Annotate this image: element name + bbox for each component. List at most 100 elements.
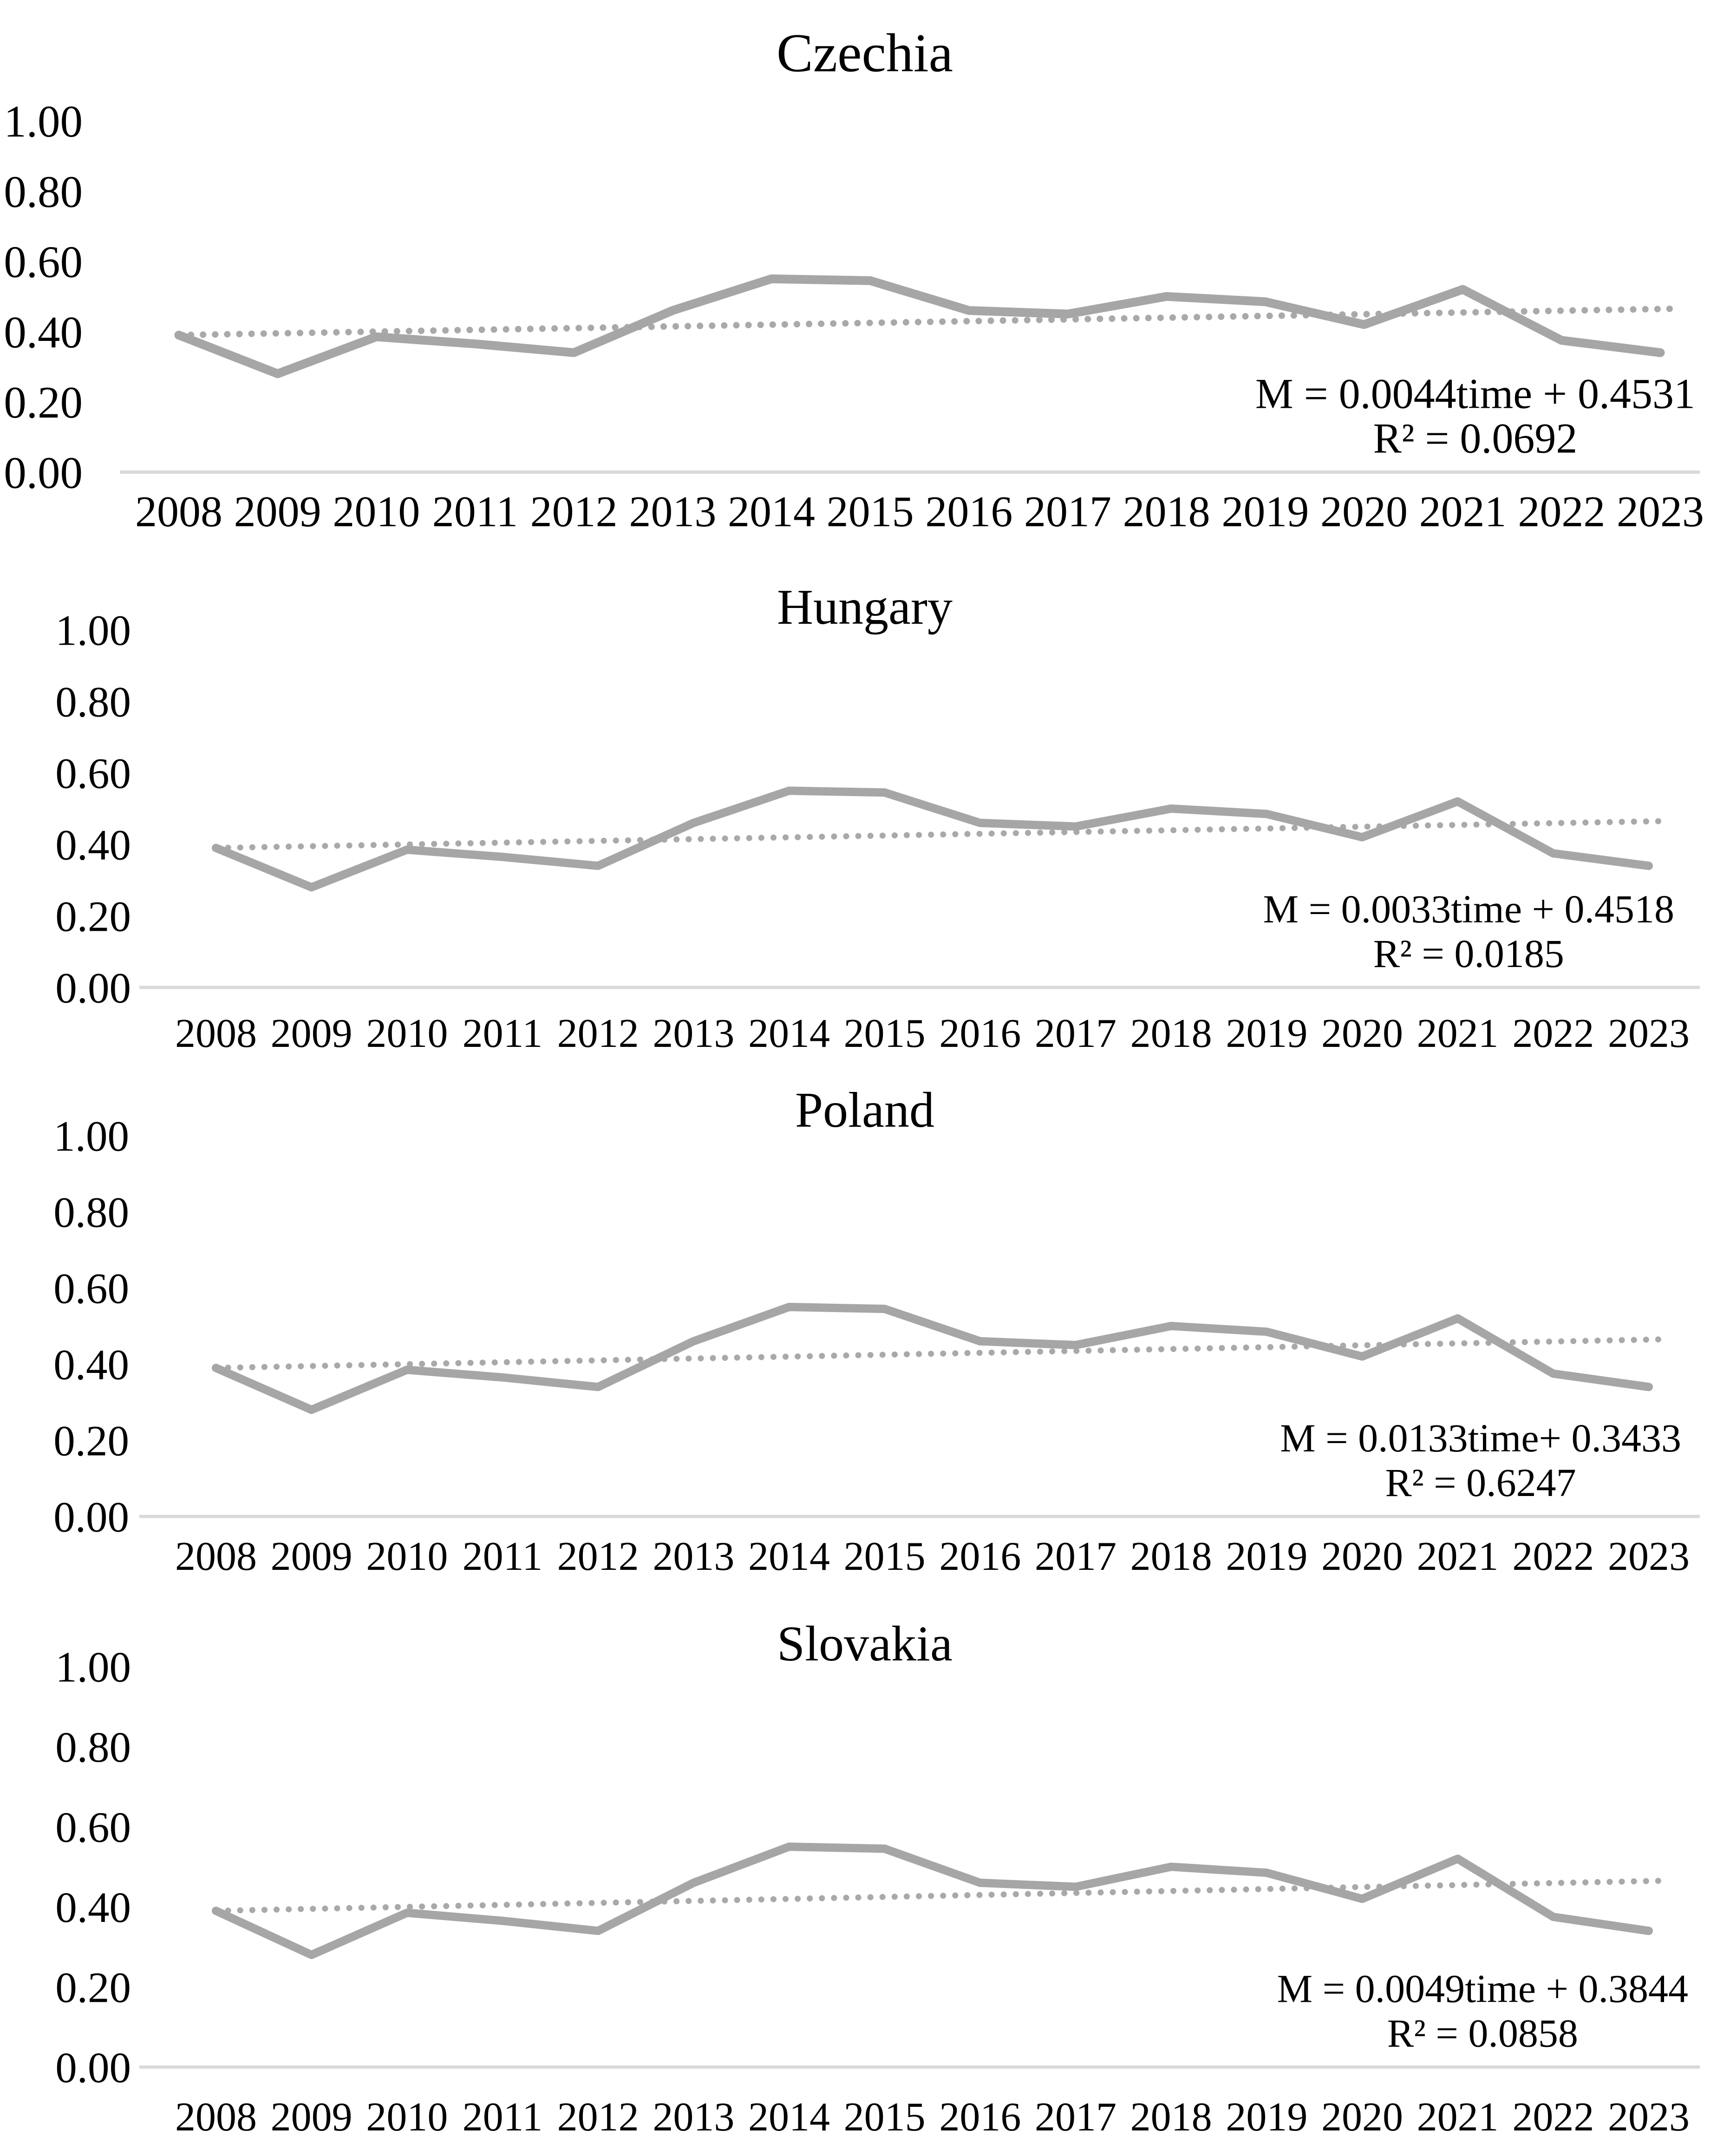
x-tick-label: 2012 (557, 1534, 639, 1579)
x-tick-label: 2017 (1035, 1011, 1116, 1056)
x-tick-label: 2011 (463, 1011, 543, 1056)
x-tick-label: 2011 (463, 1534, 543, 1579)
y-tick-label: 0.40 (53, 1341, 129, 1389)
trendline-dotted (213, 818, 1665, 851)
x-tick-label: 2008 (175, 1534, 257, 1579)
x-tick-label: 2012 (530, 488, 618, 536)
chart-title: Poland (795, 1083, 934, 1138)
x-axis-year-labels: 2008 2009 2010 2011 2012 2013 2014 2015 2016 2017… (135, 488, 1704, 536)
x-tick-label: 2009 (271, 1011, 353, 1056)
x-tick-label: 2011 (463, 2095, 543, 2140)
x-tick-label: 2008 (175, 1011, 257, 1056)
x-tick-label: 2009 (271, 1534, 353, 1579)
x-tick-label: 2014 (748, 2095, 830, 2140)
chart-title: Hungary (777, 580, 953, 635)
x-tick-label: 2022 (1518, 488, 1605, 536)
y-tick-label: 0.20 (53, 1418, 129, 1465)
x-tick-label: 2015 (827, 488, 914, 536)
m-series-line (174, 274, 1665, 379)
y-tick-label: 0.00 (4, 448, 83, 497)
x-tick-label: 2018 (1130, 1011, 1212, 1056)
x-tick-label: 2014 (728, 488, 815, 536)
x-tick-label: 2018 (1123, 488, 1210, 536)
x-tick-label: 2010 (366, 1011, 448, 1056)
y-tick-label: 0.00 (55, 965, 131, 1013)
x-tick-label: 2013 (653, 2095, 734, 2140)
x-tick-label: 2021 (1417, 1011, 1499, 1056)
y-tick-label: 1.00 (55, 1644, 131, 1692)
x-tick-label: 2019 (1226, 2095, 1307, 2140)
y-axis-tick-labels: 1.00 0.80 0.60 0.40 0.20 0.00 (55, 1644, 131, 2092)
trendline-equation: M = 0.0033time + 0.4518 (1263, 887, 1674, 931)
trendline-dotted (213, 1336, 1665, 1371)
x-tick-label: 2019 (1226, 1534, 1307, 1579)
x-tick-label: 2008 (135, 488, 222, 536)
y-tick-label: 0.00 (55, 2044, 131, 2092)
x-tick-label: 2019 (1226, 1011, 1307, 1056)
x-tick-label: 2016 (939, 2095, 1021, 2140)
y-tick-label: 0.60 (53, 1265, 129, 1313)
chart-hungary: Hungary 1.00 0.80 0.60 0.40 0.20 0.00 M = 0.0… (55, 580, 1700, 1056)
y-tick-label: 0.60 (55, 1804, 131, 1852)
x-axis-baseline (120, 470, 1700, 474)
x-axis-baseline (139, 986, 1700, 989)
x-tick-label: 2023 (1608, 1534, 1690, 1579)
x-tick-label: 2015 (844, 1534, 926, 1579)
trendline-r-squared: R² = 0.6247 (1385, 1460, 1576, 1505)
y-tick-label: 0.80 (53, 1189, 129, 1237)
x-tick-label: 2017 (1035, 2095, 1116, 2140)
trendline-r-squared: R² = 0.0185 (1373, 931, 1564, 976)
x-tick-label: 2021 (1419, 488, 1507, 536)
x-tick-label: 2012 (557, 1011, 639, 1056)
x-tick-label: 2013 (653, 1011, 734, 1056)
y-tick-label: 0.20 (4, 378, 83, 427)
x-tick-label: 2013 (629, 488, 716, 536)
x-tick-label: 2014 (748, 1011, 830, 1056)
x-tick-label: 2016 (939, 1011, 1021, 1056)
y-tick-label: 0.80 (55, 679, 131, 726)
y-tick-label: 0.20 (55, 893, 131, 941)
x-axis-baseline (139, 1515, 1700, 1518)
x-tick-label: 2016 (939, 1534, 1021, 1579)
m-series-line (212, 786, 1653, 892)
x-tick-label: 2009 (271, 2095, 353, 2140)
x-tick-label: 2008 (175, 2095, 257, 2140)
trendline-dotted (176, 305, 1677, 339)
x-tick-label: 2012 (557, 2095, 639, 2140)
x-tick-label: 2019 (1221, 488, 1309, 536)
x-tick-label: 2018 (1130, 1534, 1212, 1579)
x-tick-label: 2018 (1130, 2095, 1212, 2140)
x-tick-label: 2021 (1417, 1534, 1499, 1579)
x-axis-year-labels: 2008 2009 2010 2011 2012 2013 2014 2015 2016 2017… (175, 1011, 1690, 1056)
x-tick-label: 2020 (1321, 1011, 1403, 1056)
x-tick-label: 2022 (1512, 2095, 1594, 2140)
chart-title: Czechia (777, 22, 953, 83)
x-tick-label: 2011 (432, 488, 518, 536)
x-tick-label: 2013 (653, 1534, 734, 1579)
chart-czechia: Czechia 1.00 0.80 0.60 0.40 0.20 0.00 M = 0.0… (4, 22, 1704, 536)
x-tick-label: 2022 (1512, 1011, 1594, 1056)
x-tick-label: 2010 (366, 2095, 448, 2140)
x-axis-year-labels: 2008 2009 2010 2011 2012 2013 2014 2015 2016 2017… (175, 2095, 1690, 2140)
chart-poland: Poland 1.00 0.80 0.60 0.40 0.20 0.00 M = 0.01… (53, 1083, 1700, 1579)
x-tick-label: 2020 (1320, 488, 1408, 536)
trendline-equation: M = 0.0044time + 0.4531 (1255, 370, 1695, 418)
x-tick-label: 2016 (925, 488, 1012, 536)
trendline-r-squared: R² = 0.0692 (1373, 415, 1578, 462)
x-tick-label: 2023 (1608, 1011, 1690, 1056)
y-tick-label: 0.20 (55, 1964, 131, 2012)
y-tick-label: 0.80 (55, 1724, 131, 1771)
y-tick-label: 1.00 (55, 607, 131, 655)
x-tick-label: 2020 (1321, 2095, 1403, 2140)
x-tick-label: 2020 (1321, 1534, 1403, 1579)
x-tick-label: 2014 (748, 1534, 830, 1579)
trendline-dotted (213, 1877, 1665, 1914)
trendline-r-squared: R² = 0.0858 (1387, 2011, 1578, 2056)
trendline-equation: M = 0.0049time + 0.3844 (1277, 1967, 1688, 2011)
y-tick-label: 0.00 (53, 1494, 129, 1542)
y-axis-tick-labels: 1.00 0.80 0.60 0.40 0.20 0.00 (55, 607, 131, 1013)
x-tick-label: 2022 (1512, 1534, 1594, 1579)
x-axis-year-labels: 2008 2009 2010 2011 2012 2013 2014 2015 2016 2017… (175, 1534, 1690, 1579)
